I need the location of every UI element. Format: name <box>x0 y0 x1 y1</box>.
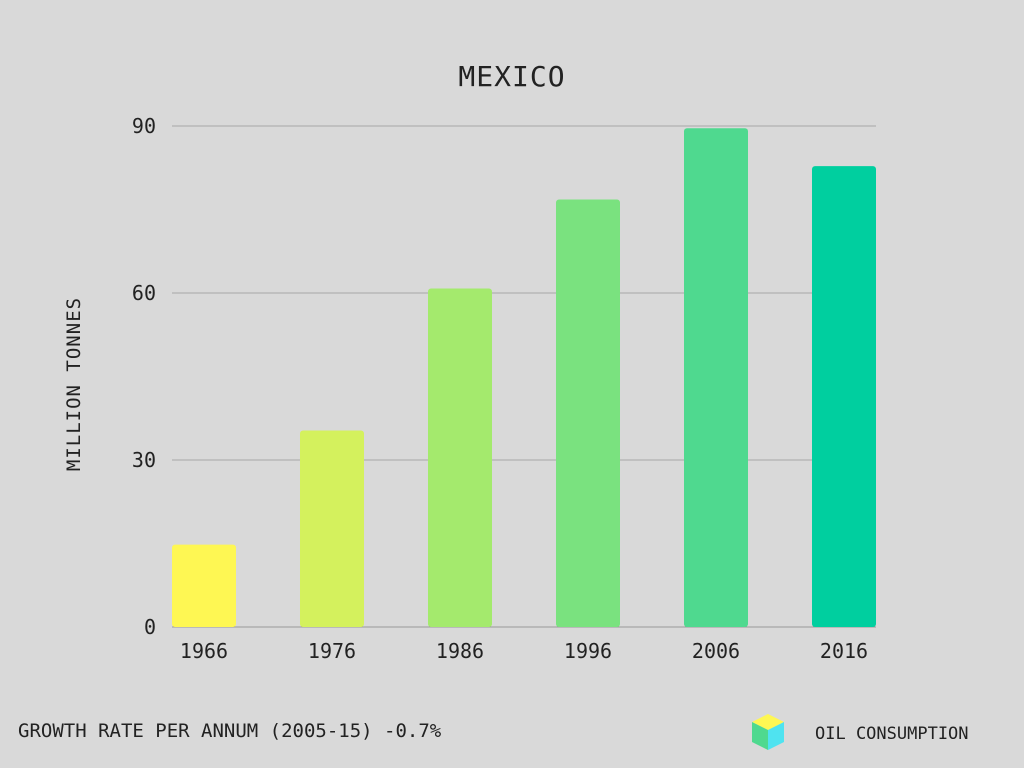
bar-1986 <box>428 288 492 627</box>
cube-icon <box>752 714 784 750</box>
growth-rate-footer: GROWTH RATE PER ANNUM (2005-15) -0.7% <box>18 720 442 742</box>
chart-title: MEXICO <box>458 60 565 93</box>
x-tick-label: 2006 <box>692 639 740 663</box>
y-tick-label: 90 <box>132 114 156 138</box>
x-tick-label: 1966 <box>180 639 228 663</box>
y-tick-label: 0 <box>144 615 156 639</box>
x-tick-label: 1976 <box>308 639 356 663</box>
y-axis-label: MILLION TONNES <box>63 297 85 471</box>
bar-1996 <box>556 199 620 628</box>
x-axis-ticks: 1966 1976 1986 1996 2006 2016 <box>180 639 868 663</box>
legend: OIL CONSUMPTION <box>752 714 969 750</box>
legend-label: OIL CONSUMPTION <box>815 724 969 744</box>
y-axis-ticks: 0 30 60 90 <box>132 114 156 639</box>
bar-2006 <box>684 128 748 627</box>
bars <box>172 128 876 628</box>
gridlines <box>172 125 876 628</box>
x-tick-label: 1996 <box>564 639 612 663</box>
y-tick-label: 30 <box>132 448 156 472</box>
x-tick-label: 2016 <box>820 639 868 663</box>
x-tick-label: 1986 <box>436 639 484 663</box>
y-tick-label: 60 <box>132 281 156 305</box>
bar-1966 <box>172 544 236 627</box>
bar-2016 <box>812 166 876 627</box>
bar-1976 <box>300 430 364 627</box>
